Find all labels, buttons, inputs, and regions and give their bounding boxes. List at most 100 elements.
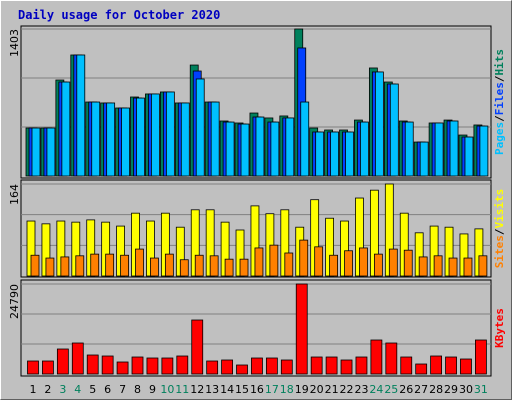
legend-entry: KBytes — [493, 308, 506, 348]
bar — [151, 93, 160, 177]
bar — [116, 361, 129, 375]
bar — [236, 364, 248, 375]
bar — [251, 357, 263, 375]
bar — [46, 127, 56, 177]
legend-entry: Hits — [493, 49, 506, 76]
bar — [419, 141, 429, 177]
bar — [388, 248, 398, 277]
x-tick-label: 3 — [59, 383, 66, 396]
bar — [270, 121, 280, 177]
x-tick-label: 20 — [310, 383, 324, 396]
bar — [150, 257, 159, 277]
bar — [225, 121, 235, 177]
legend: Sites/Visits — [493, 189, 506, 269]
legend-entry: Files — [493, 82, 506, 115]
bar — [255, 116, 265, 177]
bar — [478, 255, 488, 277]
bar — [105, 253, 115, 277]
legend: KBytes — [493, 308, 506, 348]
x-tick-label: 14 — [220, 383, 234, 396]
bar — [299, 239, 309, 277]
x-tick-label: 11 — [175, 383, 189, 396]
x-tick-label: 9 — [149, 383, 156, 396]
bar — [210, 101, 220, 177]
bar — [106, 102, 116, 177]
y-tick-label: 1403 — [8, 29, 21, 57]
legend-separator: / — [493, 75, 506, 82]
bar — [434, 122, 444, 177]
x-tick-label: 7 — [119, 383, 126, 396]
legend-entry: Visits — [493, 189, 506, 229]
bar — [206, 360, 219, 375]
x-tick-label: 1 — [30, 383, 37, 396]
bar — [27, 360, 39, 375]
x-tick-label: 29 — [444, 383, 458, 396]
x-tick-label: 10 — [160, 383, 174, 396]
bar — [91, 101, 101, 177]
x-tick-label: 6 — [104, 383, 111, 396]
bar — [385, 342, 398, 375]
bar — [61, 81, 71, 177]
bar — [374, 71, 384, 177]
bar — [418, 256, 428, 277]
bar — [389, 83, 399, 177]
x-tick-label: 25 — [384, 383, 398, 396]
bar — [86, 354, 99, 375]
bar — [295, 283, 308, 375]
bar — [224, 258, 234, 277]
x-tick-label: 30 — [459, 383, 473, 396]
bar — [146, 357, 159, 375]
x-tick-label: 24 — [369, 383, 383, 396]
bar — [355, 356, 368, 375]
legend-separator: / — [493, 115, 506, 122]
bar — [340, 359, 353, 375]
x-tick-label: 16 — [250, 383, 264, 396]
x-tick-label: 28 — [429, 383, 443, 396]
x-tick-label: 4 — [74, 383, 81, 396]
bar — [464, 136, 474, 177]
bar — [180, 102, 190, 177]
bar — [285, 117, 295, 177]
bar — [315, 131, 325, 177]
bar — [165, 91, 175, 177]
bar — [345, 131, 354, 177]
bar — [71, 342, 84, 375]
bar — [76, 54, 86, 177]
bar — [254, 247, 264, 277]
bar — [430, 355, 443, 375]
bar — [161, 357, 174, 375]
x-tick-label: 12 — [190, 383, 204, 396]
bar — [60, 256, 70, 277]
bar — [101, 355, 114, 375]
x-tick-label: 17 — [265, 383, 279, 396]
legend: Pages/Files/Hits — [493, 49, 506, 155]
x-tick-label: 13 — [205, 383, 219, 396]
bar — [404, 121, 414, 177]
bar — [360, 121, 369, 177]
bar — [209, 255, 219, 277]
bar — [400, 356, 413, 375]
bar — [135, 248, 144, 277]
x-tick-label: 31 — [474, 383, 488, 396]
bar — [269, 244, 279, 277]
x-tick-label: 22 — [340, 383, 354, 396]
bar — [344, 250, 353, 277]
y-tick-label: 24790 — [8, 284, 21, 319]
bar — [445, 356, 457, 375]
bar — [300, 101, 310, 177]
bar — [56, 348, 69, 375]
x-tick-label: 27 — [414, 383, 428, 396]
x-tick-label: 26 — [399, 383, 413, 396]
x-tick-label: 2 — [44, 383, 51, 396]
bar — [448, 257, 458, 277]
bar — [373, 253, 383, 277]
bar — [359, 247, 368, 277]
bar — [191, 319, 204, 375]
chart-title: Daily usage for October 2020 — [18, 8, 220, 22]
bar — [221, 359, 233, 375]
x-tick-label: 21 — [325, 383, 339, 396]
bar — [45, 257, 55, 277]
bar — [325, 356, 338, 375]
